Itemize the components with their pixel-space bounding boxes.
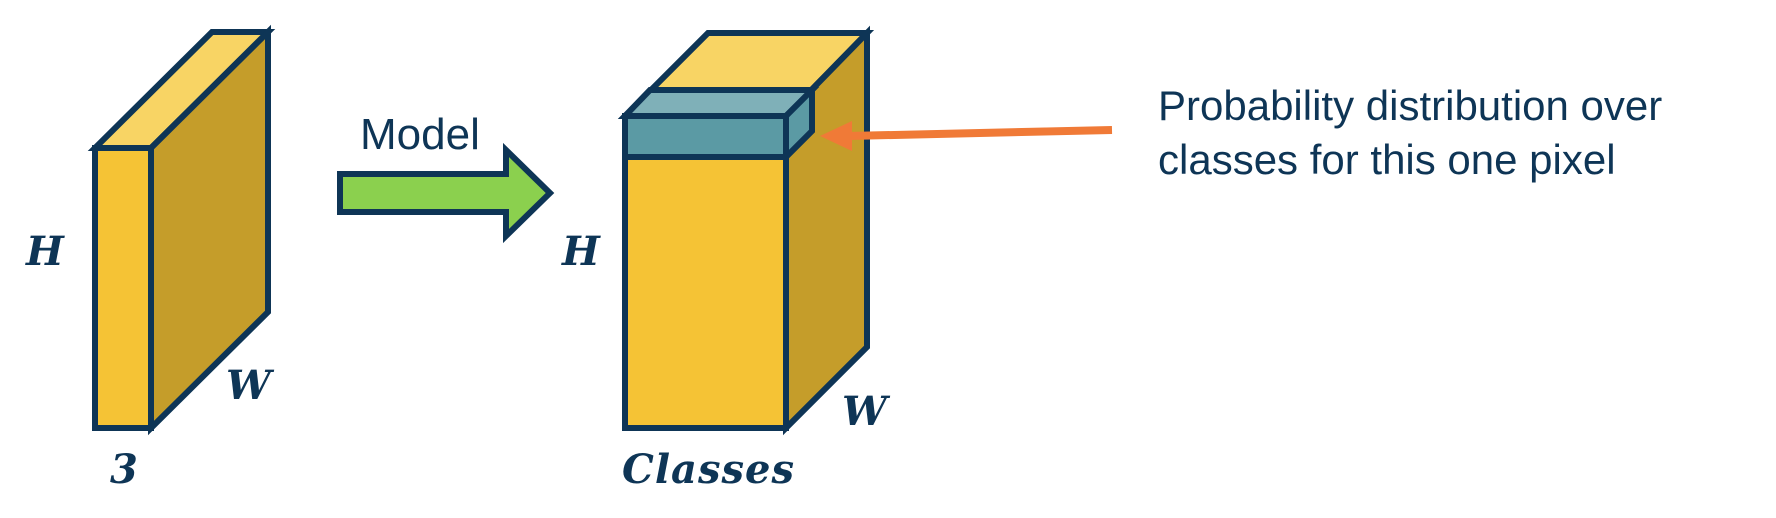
output-tensor-front-face	[622, 113, 789, 431]
pointer-arrow	[820, 121, 1113, 151]
input-tensor	[87, 24, 276, 436]
output-tensor	[617, 25, 875, 436]
output-width-label: W	[842, 388, 887, 435]
model-arrow	[337, 142, 555, 244]
annotation-line-1: Probability distribution over	[1158, 82, 1663, 129]
output-classes-label: Classes	[622, 446, 795, 493]
output-height-label: H	[562, 228, 600, 275]
input-width-label: W	[226, 362, 271, 409]
pixel-slice-front-face	[622, 113, 789, 160]
annotation-line-2: classes for this one pixel	[1158, 136, 1616, 183]
input-tensor-front-face	[92, 145, 154, 431]
model-label: Model	[360, 110, 480, 159]
pixel-slice-top-face	[617, 87, 820, 119]
input-height-label: H	[26, 228, 64, 275]
input-channels-label: 3	[110, 446, 138, 493]
